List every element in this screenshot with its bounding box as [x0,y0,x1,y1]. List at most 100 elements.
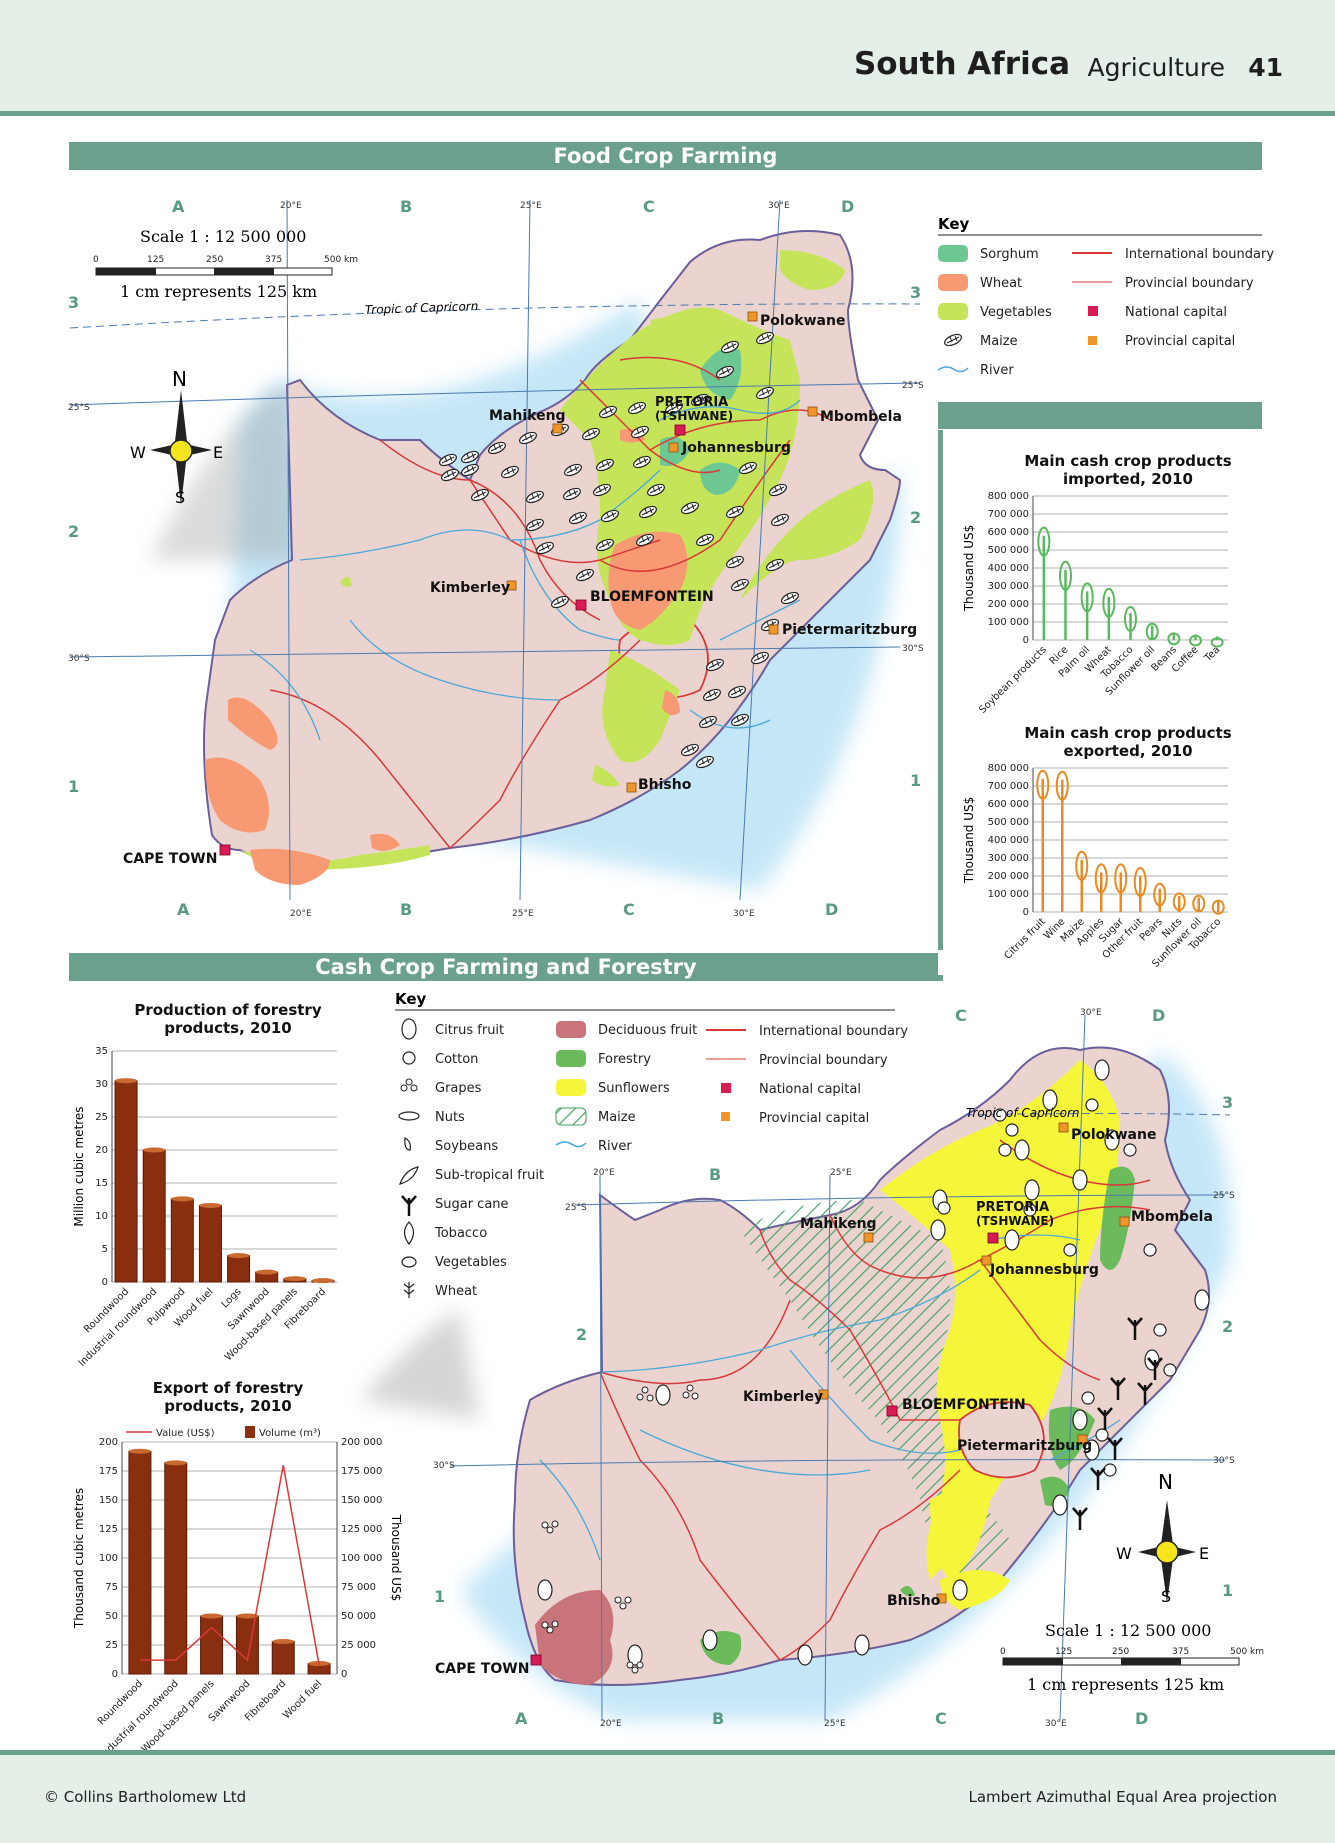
forestry-production-bar-wood-fuel [198,1204,222,1283]
cash-col-c-bottom: C [935,1709,947,1728]
cash-city-bloemfontein: BLOEMFONTEIN [902,1397,1026,1413]
exports-ytick-6: 600 000 [988,799,1029,810]
forestry-production-ytick-7: 35 [95,1046,108,1057]
forestry-production-bar-top-wood-based-panels [283,1276,306,1282]
food-lat-30-right: 30°S [902,644,924,654]
imports-ylabel: Thousand US$ [962,525,976,613]
cash-lat-30: 30°S [433,1461,455,1471]
forestry-export-xlabel-wood-fuel: Wood fuel [281,1678,324,1721]
food-city-bloemfontein: BLOEMFONTEIN [590,589,714,605]
cash-city-pietermaritzburg: Pietermaritzburg [957,1438,1092,1454]
food-col-d-bottom: D [825,900,838,919]
forestry-production-ytick-2: 10 [95,1211,108,1222]
cash-scale-bar: Scale 1 : 12 500 000 0 125 250 375 500 k… [1000,1621,1264,1694]
cash-crop-banner: Cash Crop Farming and Forestry [69,953,943,981]
exports-xlabel-citrus-fruit: Citrus fruit [1002,916,1047,961]
citrus-icon [401,1018,417,1040]
cash-key-sugarcane: Sugar cane [435,1197,509,1212]
food-lon-30: 30°E [768,201,790,211]
cash-lon-25-bottom: 25°E [824,1719,846,1729]
cash-scale-tick-125: 125 [1055,1647,1072,1657]
forestry-export-bar-roundwood [128,1450,152,1675]
sugarcane-symbols [1072,1317,1163,1530]
cash-city-johannesburg: Johannesburg [989,1262,1099,1278]
forestry-export-bar-top-fibreboard [272,1639,295,1645]
imports-ytick-0: 0 [1023,635,1029,646]
forestry-production-bar-top-sawnwood [255,1269,278,1275]
cash-provincial-capital-icon [721,1112,730,1121]
food-key-prov: Provincial boundary [1125,276,1254,291]
imports-title-line-1: imported, 2010 [1063,470,1193,488]
forestry-export-ytick-3: 75 [105,1582,118,1593]
food-lon-25: 25°E [520,201,542,211]
food-city-pietermaritzburg: Pietermaritzburg [782,622,917,638]
food-key-provincial: Provincial capital [1125,334,1235,349]
exports-ear-maize [1075,850,1089,881]
exports-title-line-1: exported, 2010 [1063,742,1192,760]
food-col-d-top: D [841,197,854,216]
forestry-export-bar-industrial-roundwood [164,1462,188,1675]
food-compass-w: W [130,443,146,462]
forestry-export-title-line-0: Export of forestry [153,1379,304,1397]
forestry-export-ylabel: Thousand cubic metres [72,1488,86,1629]
cash-key-prov: Provincial boundary [759,1053,888,1068]
food-lon-25-bottom: 25°E [512,909,534,919]
cash-scale-tick-250: 250 [1112,1647,1129,1657]
cash-col-c-top: C [955,1006,967,1025]
cash-key-cotton: Cotton [435,1052,478,1067]
forestry-production-ytick-6: 30 [95,1079,108,1090]
wheat-icon [403,1282,415,1298]
food-compass-e: E [213,443,223,462]
cash-lon-20: 20°E [593,1168,615,1178]
forestry-export-xlabel-wood-based-panels: Wood-based panels [140,1678,217,1755]
exports-ear-other-fruit [1133,867,1147,897]
cash-lat-25-right: 25°S [1213,1191,1235,1201]
forestry-production-bar-top-wood-fuel [199,1202,222,1208]
food-scale-tick-250: 250 [206,255,223,265]
cash-tropic-label: Tropic of Capricorn [966,1106,1080,1120]
imports-ear-palm-oil [1080,582,1094,613]
forestry-export-ytick-6: 150 [99,1495,118,1506]
exports-ear-tobacco [1211,899,1225,915]
food-row-2-left: 2 [68,522,79,541]
forestry-export-ytick-8: 200 [99,1437,118,1448]
imports-ytick-8: 800 000 [988,491,1029,502]
food-scale-bar: Scale 1 : 12 500 000 0 125 250 375 500 k… [93,227,358,301]
cash-key-wheat: Wheat [435,1284,477,1299]
imports-ytick-5: 500 000 [988,545,1029,556]
forestry-export-bar-top-roundwood [128,1448,151,1454]
cash-river-icon [555,1141,587,1148]
exports-ear-sugar [1114,863,1128,894]
cash-key-tobacco: Tobacco [434,1226,487,1241]
imports-ytick-1: 100 000 [988,617,1029,628]
cash-compass-s: S [1161,1587,1171,1606]
cash-col-b-bottom: B [712,1709,724,1728]
food-city-tshwane: (TSHWANE) [655,409,733,423]
food-key-national: National capital [1125,305,1227,320]
forestry-export-ytick-right-4: 100 000 [341,1553,382,1564]
imports-ytick-6: 600 000 [988,527,1029,538]
cash-national-capital-icon [721,1083,731,1093]
cash-key-subtropical: Sub-tropical fruit [435,1168,544,1183]
cash-city-mbombela: Mbombela [1131,1209,1213,1225]
forestry-production-bar-top-industrial-roundwood [143,1147,166,1153]
cash-city-kimberley: Kimberley [743,1389,823,1405]
cotton-icon [402,1051,416,1065]
imports-ear-wheat [1102,587,1116,618]
forestry-production-ytick-4: 20 [95,1145,108,1156]
food-scale-tick-500: 500 km [324,255,358,265]
page-header: South Africa Agriculture 41 [0,0,1335,116]
forestry-production-ytick-1: 5 [102,1244,108,1255]
deciduous-swatch [556,1021,586,1038]
exports-ytick-3: 300 000 [988,853,1029,864]
forestry-export-bar-sawnwood [235,1615,259,1675]
cash-city-cape-town: CAPE TOWN [435,1661,529,1677]
cash-key-deciduous: Deciduous fruit [598,1023,697,1038]
cash-key-citrus: Citrus fruit [435,1023,504,1038]
food-col-c-bottom: C [623,900,635,919]
forestry-export-legend-volume-swatch [245,1426,255,1438]
food-key-title: Key [938,215,970,233]
cash-city-tshwane: (TSHWANE) [976,1214,1054,1228]
cash-compass-w: W [1116,1544,1132,1563]
